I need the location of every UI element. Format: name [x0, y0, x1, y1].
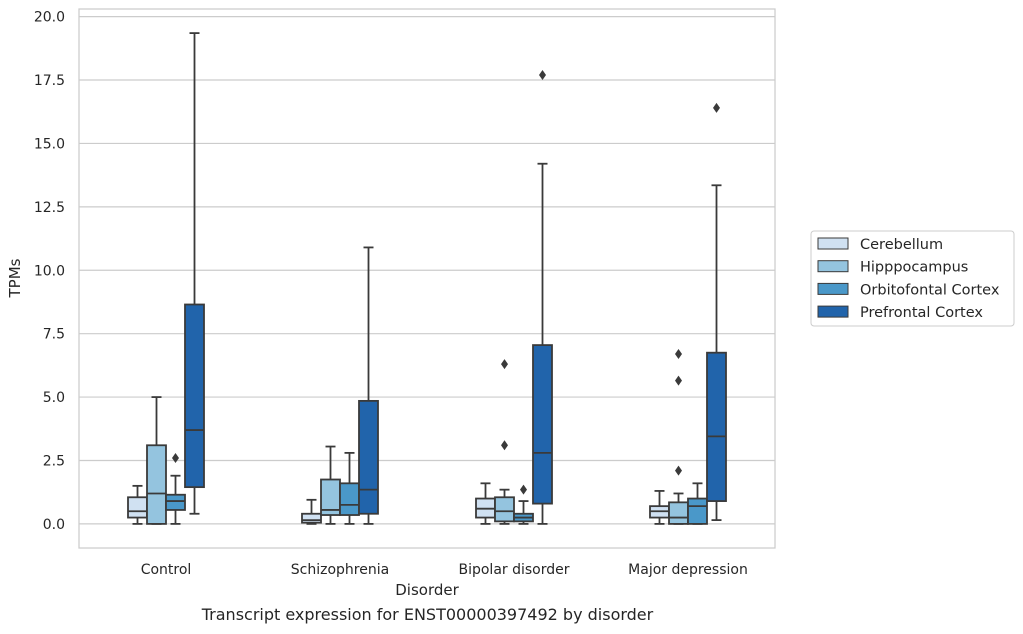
x-tick-label: Major depression	[628, 562, 748, 578]
box-iqr	[127, 496, 148, 519]
box-iqr	[358, 399, 379, 515]
y-axis-ticks: 0.0 2.5 5.0 7.5 10.0 12.5 15.0 17.5 20.0	[34, 10, 65, 533]
outlier-point	[501, 440, 508, 451]
y-tick-label: 10.0	[34, 263, 65, 279]
legend-swatch	[817, 305, 849, 318]
series-orbitofontal-cortex	[165, 451, 708, 525]
box-groups	[127, 32, 727, 525]
gridlines	[79, 16, 775, 525]
box	[687, 482, 708, 525]
plot-frame	[78, 8, 776, 549]
outlier-point	[539, 69, 546, 80]
box	[649, 490, 670, 525]
y-tick-label: 0.0	[43, 517, 65, 533]
x-tick-label: Control	[141, 562, 192, 578]
legend-swatch	[817, 237, 849, 250]
legend-frame	[810, 230, 1015, 327]
box	[301, 498, 322, 525]
box-iqr	[706, 351, 727, 502]
box	[668, 348, 689, 525]
legend: Cerebellum Hipppocampus Orbitofontal Corte…	[810, 230, 1015, 327]
box	[184, 32, 205, 515]
legend-label: Cerebellum	[860, 237, 943, 253]
legend-label: Orbitofontal Cortex	[860, 282, 1000, 298]
x-tick-label: Bipolar disorder	[458, 562, 569, 578]
box	[320, 445, 341, 525]
box-iqr	[146, 444, 167, 525]
legend-swatch	[817, 260, 849, 273]
box-iqr	[494, 496, 515, 523]
chart-caption: Transcript expression for ENST0000039749…	[201, 605, 654, 624]
box	[339, 451, 360, 525]
y-tick-label: 15.0	[34, 136, 65, 152]
series-prefrontal-cortex	[184, 32, 727, 525]
outlier-point	[675, 348, 682, 359]
box	[532, 69, 553, 525]
outlier-point	[675, 375, 682, 386]
y-tick-label: 12.5	[34, 200, 65, 216]
legend-label: Hipppocampus	[860, 260, 968, 276]
box	[494, 359, 515, 525]
box	[513, 484, 534, 525]
outlier-point	[520, 484, 527, 495]
y-tick-label: 20.0	[34, 10, 65, 26]
box	[127, 484, 148, 525]
box-iqr	[339, 482, 360, 516]
x-axis-ticks: Control Schizophrenia Bipolar disorder Majo…	[141, 562, 748, 578]
box-iqr	[668, 501, 689, 525]
box-iqr	[301, 512, 322, 524]
legend-label: Prefrontal Cortex	[860, 305, 983, 321]
y-tick-label: 2.5	[43, 453, 65, 469]
y-axis-label: TPMs	[6, 258, 24, 298]
x-tick-label: Schizophrenia	[291, 562, 389, 578]
box-iqr	[165, 493, 186, 511]
y-tick-label: 17.5	[34, 73, 65, 89]
box	[706, 102, 727, 521]
outlier-point	[501, 359, 508, 370]
outlier-point	[675, 465, 682, 476]
legend-swatch	[817, 282, 849, 295]
x-axis-label: Disorder	[395, 581, 459, 599]
box	[475, 482, 496, 525]
y-tick-label: 7.5	[43, 327, 65, 343]
box-iqr	[532, 344, 553, 505]
outlier-point	[713, 102, 720, 113]
y-tick-label: 5.0	[43, 390, 65, 406]
box-iqr	[687, 497, 708, 525]
box-iqr	[184, 303, 205, 489]
box	[358, 246, 379, 525]
box	[146, 396, 167, 525]
box	[165, 452, 186, 525]
series-cerebellum	[127, 482, 670, 525]
outlier-point	[172, 452, 179, 463]
series-hipppocampus	[146, 348, 689, 525]
